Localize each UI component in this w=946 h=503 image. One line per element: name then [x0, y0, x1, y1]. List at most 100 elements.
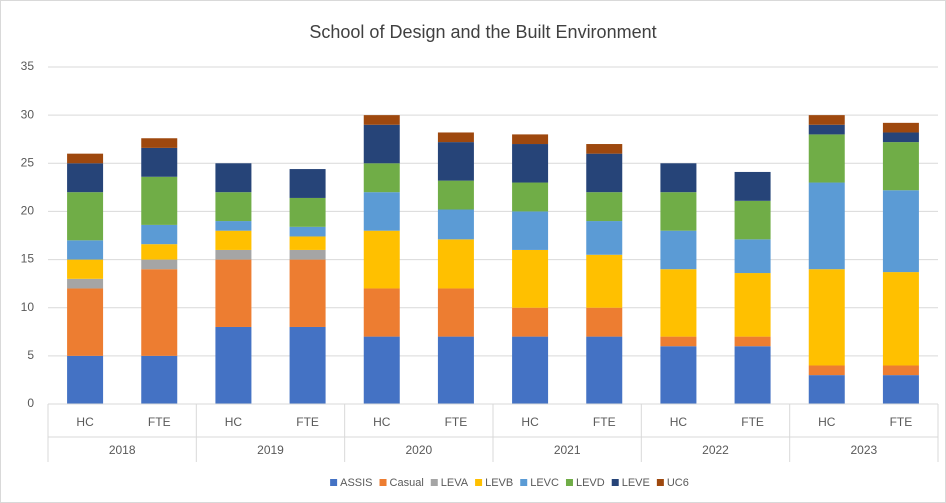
bar-segment	[512, 134, 549, 145]
legend-swatch	[379, 479, 387, 486]
bar-segment	[808, 269, 845, 366]
y-tick-label: 20	[21, 204, 35, 218]
bar-segment	[67, 259, 104, 279]
legend-label: UC6	[667, 477, 689, 489]
x-tick-label: FTE	[445, 415, 468, 429]
x-tick-label: FTE	[148, 415, 171, 429]
bar-segment	[660, 336, 697, 347]
group-label: 2019	[257, 443, 284, 457]
bar-segment	[882, 365, 919, 376]
group-label: 2021	[554, 443, 581, 457]
bar-segment	[512, 211, 549, 250]
bar-segment	[67, 192, 104, 241]
bar-segment	[586, 254, 623, 308]
bar-segment	[882, 190, 919, 273]
bar-segment	[734, 346, 771, 404]
legend-swatch	[430, 479, 438, 486]
bar-segment	[141, 224, 178, 245]
bar-segment	[660, 192, 697, 231]
x-tick-label: HC	[76, 415, 94, 429]
bar-segment	[808, 182, 845, 270]
bar-segment	[289, 259, 326, 327]
bar-segment	[586, 221, 623, 255]
group-label: 2020	[405, 443, 432, 457]
bar-segment	[512, 249, 549, 308]
bar-segment	[512, 144, 549, 183]
x-tick-label: FTE	[593, 415, 616, 429]
bar-segment	[882, 132, 919, 143]
bar-segment	[67, 355, 104, 404]
bar-segment	[437, 288, 474, 337]
bar-segment	[734, 336, 771, 347]
bar-segment	[734, 200, 771, 240]
bar-segment	[363, 115, 400, 125]
bar-segment	[141, 259, 178, 270]
bar-segment	[67, 153, 104, 164]
group-label: 2022	[702, 443, 729, 457]
bar-segment	[437, 180, 474, 210]
bar-segment	[289, 226, 326, 237]
bar-segment	[141, 269, 178, 356]
bar-segment	[363, 230, 400, 289]
bar-segment	[215, 230, 252, 250]
bar-segment	[215, 259, 252, 327]
bar-segment	[512, 307, 549, 337]
bar-segment	[882, 272, 919, 366]
bar-segment	[363, 163, 400, 193]
y-tick-label: 25	[21, 155, 35, 169]
bar-segment	[215, 163, 252, 193]
y-tick-label: 30	[21, 107, 35, 121]
bar-segment	[67, 163, 104, 193]
bar-segment	[437, 209, 474, 240]
bar-segment	[363, 192, 400, 231]
bar-segment	[437, 132, 474, 143]
x-tick-label: HC	[521, 415, 539, 429]
bar-segment	[215, 249, 252, 260]
bar-segment	[289, 249, 326, 260]
bar-segment	[437, 336, 474, 404]
group-label: 2018	[109, 443, 136, 457]
bar-segment	[586, 144, 623, 154]
legend-label: LEVA	[441, 477, 469, 489]
bar-segment	[512, 182, 549, 212]
legend-swatch	[475, 479, 483, 486]
bar-segment	[289, 326, 326, 404]
bar-segment	[808, 375, 845, 404]
legend-label: LEVD	[576, 477, 605, 489]
x-tick-label: HC	[818, 415, 836, 429]
bar-segment	[734, 171, 771, 201]
bar-segment	[586, 192, 623, 222]
bar-segment	[660, 269, 697, 337]
bar-segment	[437, 239, 474, 289]
bar-segment	[808, 115, 845, 125]
x-tick-label: FTE	[741, 415, 764, 429]
bar-segment	[363, 124, 400, 164]
group-label: 2023	[850, 443, 877, 457]
legend-label: LEVB	[485, 477, 513, 489]
legend-label: Casual	[390, 477, 424, 489]
bar-segment	[882, 122, 919, 133]
legend-swatch	[611, 479, 619, 486]
y-tick-label: 0	[27, 396, 34, 410]
bar-segment	[67, 278, 104, 289]
legend-swatch	[565, 479, 573, 486]
y-tick-label: 15	[21, 252, 35, 266]
bar-segment	[363, 336, 400, 404]
x-tick-label: FTE	[296, 415, 319, 429]
bar-segment	[141, 244, 178, 260]
bar-segment	[660, 230, 697, 270]
bar-segment	[660, 346, 697, 404]
bar-segment	[289, 169, 326, 198]
bar-segment	[734, 239, 771, 274]
bar-segment	[586, 153, 623, 193]
x-tick-label: HC	[670, 415, 688, 429]
bar-segment	[215, 326, 252, 404]
legend-label: LEVE	[622, 477, 650, 489]
x-tick-label: HC	[225, 415, 243, 429]
bar-segment	[141, 355, 178, 404]
chart-title: School of Design and the Built Environme…	[309, 22, 656, 42]
bar-segment	[808, 134, 845, 183]
y-tick-label: 35	[21, 59, 35, 73]
bar-segment	[512, 336, 549, 404]
